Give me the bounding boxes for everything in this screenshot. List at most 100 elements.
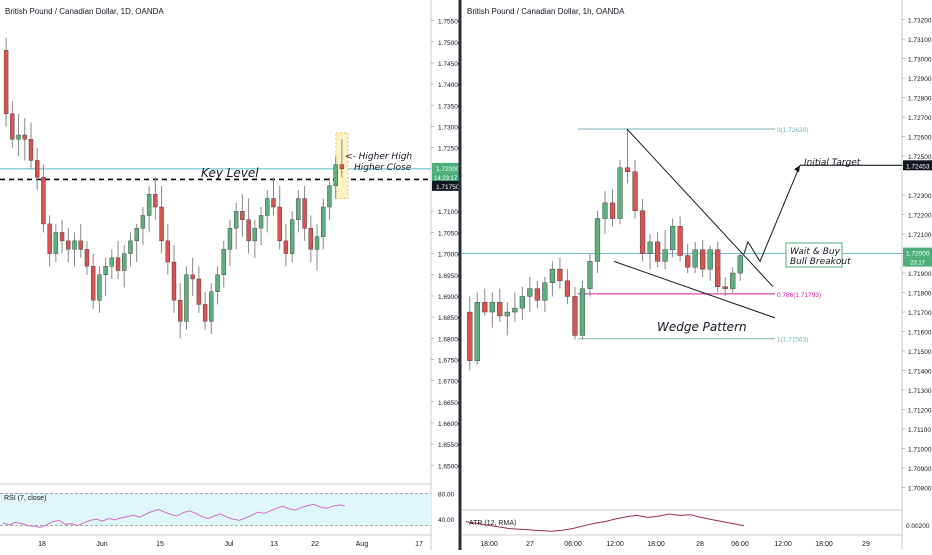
wedge-upper-line — [626, 128, 774, 288]
time-tick-label: 18:00 — [647, 541, 665, 548]
target-tag — [903, 160, 932, 171]
candle — [587, 253, 593, 297]
wedge-lower-line — [613, 260, 776, 319]
right-price-axis[interactable]: 1.73200 1.73100 1.73000 1.72900 1.72800 1.727… — [902, 18, 932, 493]
candle — [240, 194, 245, 237]
candle — [28, 122, 34, 169]
price-tick-label: 1.72800 — [908, 96, 932, 103]
candle — [314, 223, 320, 271]
candle — [184, 266, 189, 330]
price-tick-label: 1.70900 — [908, 466, 932, 473]
candle — [202, 291, 208, 330]
price-tick-label: 1.71600 — [908, 330, 932, 337]
candle — [654, 232, 661, 268]
candle — [190, 257, 195, 296]
price-tick-label: 1.70500 — [438, 230, 462, 237]
projection-arrow — [794, 165, 800, 173]
price-tick-label: 1.70800 — [908, 485, 932, 492]
level-tag — [432, 180, 460, 191]
higher-high-label: <- Higher High — [345, 152, 412, 162]
candle — [122, 245, 127, 288]
price-tick-label: 1.65500 — [438, 442, 462, 449]
time-tick-label: Jun — [96, 541, 107, 548]
candle — [103, 257, 108, 296]
target-tag-text: 1.72453 — [906, 163, 930, 170]
candle — [10, 101, 15, 148]
left-time-axis[interactable]: 18 Jun 15 Jul 13 22 Aug 17 — [38, 541, 423, 548]
rsi-line — [2, 503, 346, 529]
rsi-band — [0, 493, 431, 526]
right-time-axis[interactable]: 18:00 27 06:00 12:00 18:00 28 06:00 12:00 18:00 2… — [480, 541, 870, 548]
time-tick-label: 18:00 — [815, 541, 833, 548]
candle — [333, 156, 338, 199]
price-tick-label: 1.72500 — [908, 154, 932, 161]
price-tick-label: 1.71100 — [908, 427, 931, 434]
candle — [504, 302, 510, 336]
countdown-tag — [903, 257, 932, 267]
candle — [115, 240, 121, 279]
price-tick-label: 1.73500 — [438, 103, 462, 110]
candle — [339, 139, 345, 178]
time-tick-label: 17 — [415, 541, 423, 548]
rsi-pane: 80.00 40.00 — [0, 491, 455, 529]
candle — [572, 286, 578, 340]
candle — [59, 219, 65, 254]
candle — [258, 207, 264, 246]
price-tick-label: 1.68000 — [438, 336, 462, 343]
candle — [715, 241, 721, 293]
candle — [159, 185, 164, 254]
price-tick-label: 1.72900 — [908, 76, 932, 83]
candle — [700, 239, 706, 277]
price-tick-label: 1.72100 — [908, 232, 932, 239]
candle — [692, 241, 698, 274]
candle — [209, 283, 214, 335]
price-tick-label: 1.72200 — [908, 213, 932, 220]
price-tick-label: 1.69500 — [438, 273, 462, 280]
candle — [549, 261, 556, 297]
candle — [90, 253, 96, 309]
higher-close-label: Higher Close — [354, 163, 412, 173]
candle — [72, 232, 77, 267]
price-tick-label: 1.67000 — [438, 379, 462, 386]
candle — [308, 215, 313, 263]
countdown-tag — [432, 172, 460, 182]
right-chart-panel[interactable]: 0(1.72639) 0.786(1.71793) 1(1.71563) 0.002… — [462, 0, 932, 550]
candle — [283, 223, 289, 267]
candle — [178, 283, 183, 339]
price-tick-label: 1.74000 — [438, 82, 462, 89]
candle — [53, 223, 59, 263]
candle — [16, 113, 21, 157]
candle — [165, 223, 170, 275]
left-chart-title: British Pound / Canadian Dollar, 1D, OAN… — [5, 7, 164, 16]
level-tag-text: 1.71750 — [436, 184, 460, 191]
right-candlestick-series: 0(1.72639) 0.786(1.71793) 1(1.71563) — [462, 127, 902, 371]
candle — [647, 234, 653, 270]
time-tick-label: 12:00 — [774, 541, 792, 548]
candle — [22, 118, 27, 161]
left-price-axis[interactable]: 1.75500 1.75000 1.74500 1.74000 1.73500 1.730… — [431, 19, 462, 471]
price-tick-label: 1.73200 — [908, 18, 932, 25]
countdown-tag-text: 23:17 — [910, 261, 926, 267]
candle — [527, 276, 533, 313]
candle — [233, 202, 239, 250]
atr-pane: 0.00200 — [465, 513, 930, 532]
price-tick-label: 1.72700 — [908, 115, 932, 122]
price-tick-label: 1.65000 — [438, 463, 462, 470]
time-tick-label: Aug — [356, 541, 369, 548]
candle — [512, 292, 518, 322]
time-tick-label: 27 — [526, 541, 534, 548]
projection-path — [743, 165, 801, 263]
candle — [639, 199, 646, 262]
price-tick-label: 1.71300 — [908, 388, 932, 395]
left-candlestick-series — [0, 37, 431, 339]
wait-buy-label: Wait & Buy — [790, 247, 841, 257]
candle — [594, 210, 601, 274]
candle — [153, 177, 158, 220]
price-tick-label: 1.75500 — [438, 19, 462, 26]
wedge-pattern-label: Wedge Pattern — [657, 320, 747, 334]
rsi-label: RSI (7, close) — [4, 495, 46, 502]
price-tick-label: 1.66000 — [438, 421, 462, 428]
candle — [707, 245, 713, 281]
